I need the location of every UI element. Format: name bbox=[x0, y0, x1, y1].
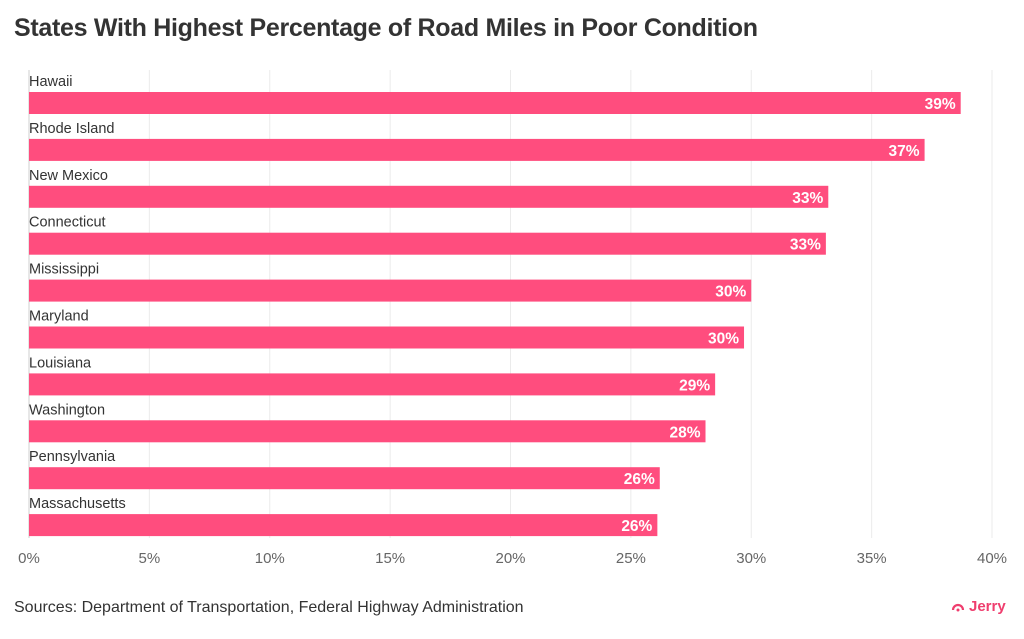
x-tick-label: 15% bbox=[375, 550, 405, 567]
bar bbox=[29, 232, 826, 255]
source-note: Sources: Department of Transportation, F… bbox=[14, 599, 524, 616]
x-tick-label: 40% bbox=[977, 550, 1007, 567]
category-label: Rhode Island bbox=[29, 121, 114, 137]
x-tick-label: 0% bbox=[18, 550, 40, 567]
data-label: 28% bbox=[669, 424, 700, 441]
jerry-logo: Jerry bbox=[951, 598, 1006, 615]
data-label: 39% bbox=[925, 96, 956, 113]
jerry-logo-icon bbox=[951, 603, 965, 611]
x-tick-label: 25% bbox=[616, 550, 646, 567]
x-tick-label: 5% bbox=[139, 550, 161, 567]
category-label: Louisiana bbox=[29, 355, 92, 371]
jerry-logo-text: Jerry bbox=[969, 598, 1006, 615]
x-tick-label: 30% bbox=[736, 550, 766, 567]
bar bbox=[29, 467, 660, 490]
x-tick-label: 20% bbox=[495, 550, 525, 567]
data-label: 29% bbox=[679, 377, 710, 394]
data-label: 37% bbox=[889, 143, 920, 160]
data-label: 33% bbox=[792, 190, 823, 207]
bar bbox=[29, 138, 925, 161]
category-label: New Mexico bbox=[29, 168, 108, 184]
bar bbox=[29, 514, 658, 537]
category-label: Pennsylvania bbox=[29, 449, 116, 465]
x-tick-label: 10% bbox=[255, 550, 285, 567]
category-label: Connecticut bbox=[29, 215, 106, 231]
bar bbox=[29, 185, 829, 208]
category-label: Mississippi bbox=[29, 262, 99, 278]
bar bbox=[29, 373, 716, 396]
data-label: 30% bbox=[715, 284, 746, 301]
bar bbox=[29, 279, 752, 302]
data-label: 26% bbox=[624, 471, 655, 488]
category-label: Maryland bbox=[29, 309, 89, 325]
data-label: 33% bbox=[790, 237, 821, 254]
category-label: Hawaii bbox=[29, 74, 73, 90]
bar-chart: 0% 5% 10% 15% 20% 25% 30% 35% 40% Hawaii 39% Rhode … bbox=[18, 70, 1007, 567]
bar bbox=[29, 420, 706, 443]
bar bbox=[29, 92, 961, 114]
data-label: 30% bbox=[708, 331, 739, 348]
chart-title: States With Highest Percentage of Road M… bbox=[14, 14, 758, 42]
x-tick-label: 35% bbox=[857, 550, 887, 567]
bar bbox=[29, 326, 745, 349]
category-label: Washington bbox=[29, 402, 105, 418]
category-label: Massachusetts bbox=[29, 496, 126, 512]
data-label: 26% bbox=[621, 518, 652, 535]
